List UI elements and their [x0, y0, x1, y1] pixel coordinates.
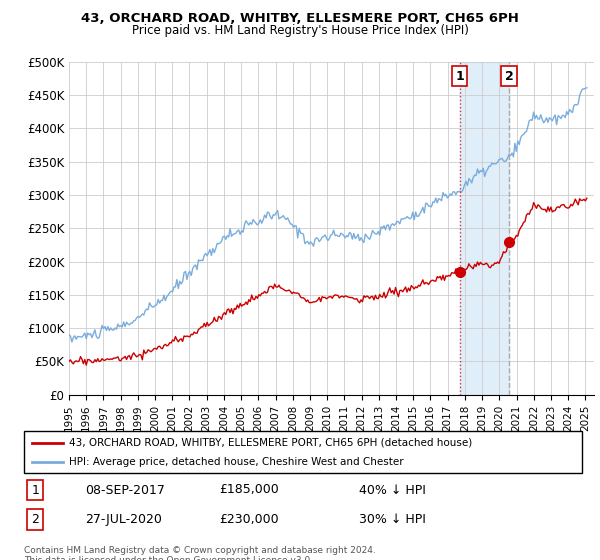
Text: 1: 1 — [31, 483, 39, 497]
Text: £185,000: £185,000 — [220, 483, 279, 497]
Text: Contains HM Land Registry data © Crown copyright and database right 2024.
This d: Contains HM Land Registry data © Crown c… — [24, 546, 376, 560]
Text: 43, ORCHARD ROAD, WHITBY, ELLESMERE PORT, CH65 6PH (detached house): 43, ORCHARD ROAD, WHITBY, ELLESMERE PORT… — [68, 437, 472, 447]
FancyBboxPatch shape — [24, 431, 582, 473]
Text: £230,000: £230,000 — [220, 513, 279, 526]
Text: 27-JUL-2020: 27-JUL-2020 — [85, 513, 162, 526]
Text: Price paid vs. HM Land Registry's House Price Index (HPI): Price paid vs. HM Land Registry's House … — [131, 24, 469, 37]
Text: 08-SEP-2017: 08-SEP-2017 — [85, 483, 165, 497]
Text: 43, ORCHARD ROAD, WHITBY, ELLESMERE PORT, CH65 6PH: 43, ORCHARD ROAD, WHITBY, ELLESMERE PORT… — [81, 12, 519, 25]
Text: 2: 2 — [31, 513, 39, 526]
Text: HPI: Average price, detached house, Cheshire West and Chester: HPI: Average price, detached house, Ches… — [68, 457, 403, 467]
Text: 30% ↓ HPI: 30% ↓ HPI — [359, 513, 425, 526]
Text: 40% ↓ HPI: 40% ↓ HPI — [359, 483, 425, 497]
Text: 2: 2 — [505, 70, 514, 83]
Bar — [460, 62, 509, 395]
Text: 1: 1 — [455, 70, 464, 83]
